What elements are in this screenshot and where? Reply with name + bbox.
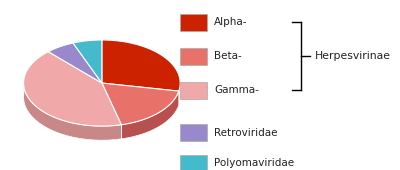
FancyBboxPatch shape [180, 124, 207, 141]
Text: Beta-: Beta- [214, 51, 242, 61]
Polygon shape [73, 40, 102, 83]
Polygon shape [179, 81, 180, 105]
FancyBboxPatch shape [180, 82, 207, 99]
Text: Retroviridae: Retroviridae [214, 128, 278, 138]
Polygon shape [102, 40, 180, 91]
Polygon shape [48, 43, 102, 83]
FancyBboxPatch shape [180, 155, 207, 170]
Text: Herpesvirinae: Herpesvirinae [315, 51, 391, 61]
Polygon shape [24, 79, 121, 140]
Polygon shape [102, 83, 179, 125]
Text: Alpha-: Alpha- [214, 17, 248, 27]
Polygon shape [121, 91, 179, 139]
FancyBboxPatch shape [180, 48, 207, 65]
Text: Gamma-: Gamma- [214, 85, 259, 95]
Text: Polyomaviridae: Polyomaviridae [214, 158, 294, 168]
Polygon shape [24, 52, 121, 126]
FancyBboxPatch shape [180, 14, 207, 31]
